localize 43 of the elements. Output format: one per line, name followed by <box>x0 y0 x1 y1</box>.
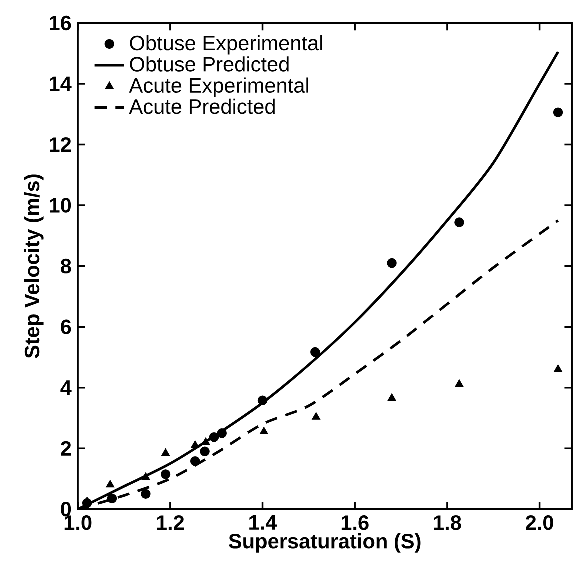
point <box>190 456 200 466</box>
x-tick-label: 1.4 <box>250 516 278 530</box>
point <box>202 438 210 446</box>
x-tick-label: 2.0 <box>526 516 554 530</box>
y-tick-label: 0 <box>61 502 72 517</box>
x-tick-label: 1.0 <box>64 516 92 530</box>
y-tick-label: 14 <box>50 77 72 92</box>
point <box>455 380 464 388</box>
point <box>454 218 464 228</box>
x-tick-label: 1.2 <box>157 516 184 530</box>
point <box>162 448 170 456</box>
legend-label: Acute Predicted <box>129 99 275 114</box>
point <box>107 494 118 504</box>
x-axis-title: Supersaturation (S) <box>229 534 421 554</box>
point <box>209 432 220 442</box>
legend-label: Obtuse Predicted <box>130 56 289 72</box>
point <box>554 364 563 372</box>
y-tick-label: 12 <box>50 138 72 152</box>
y-tick-label: 16 <box>50 16 72 31</box>
point <box>191 440 200 448</box>
point <box>387 258 397 268</box>
point <box>142 472 150 480</box>
point <box>553 108 564 118</box>
y-tick-label: 2 <box>61 442 72 456</box>
point <box>106 480 115 488</box>
legend-label: Obtuse Experimental <box>130 36 322 55</box>
point <box>260 427 268 435</box>
y-tick-label: 8 <box>60 259 72 274</box>
y-tick-label: 4 <box>60 380 72 396</box>
point <box>200 446 210 457</box>
y-tick-label: 10 <box>50 198 72 214</box>
y-tick-label: 6 <box>61 320 72 335</box>
point <box>310 348 320 358</box>
x-tick-label: 1.8 <box>434 516 462 530</box>
legend-label: Acute Experimental <box>129 78 308 98</box>
point <box>160 470 171 480</box>
point <box>388 394 396 402</box>
x-tick-label: 1.6 <box>342 516 369 530</box>
point <box>217 428 227 438</box>
point <box>258 396 268 406</box>
y-axis-title: Step Velocity (m/s) <box>24 174 44 359</box>
point <box>141 490 151 500</box>
point <box>312 412 321 420</box>
